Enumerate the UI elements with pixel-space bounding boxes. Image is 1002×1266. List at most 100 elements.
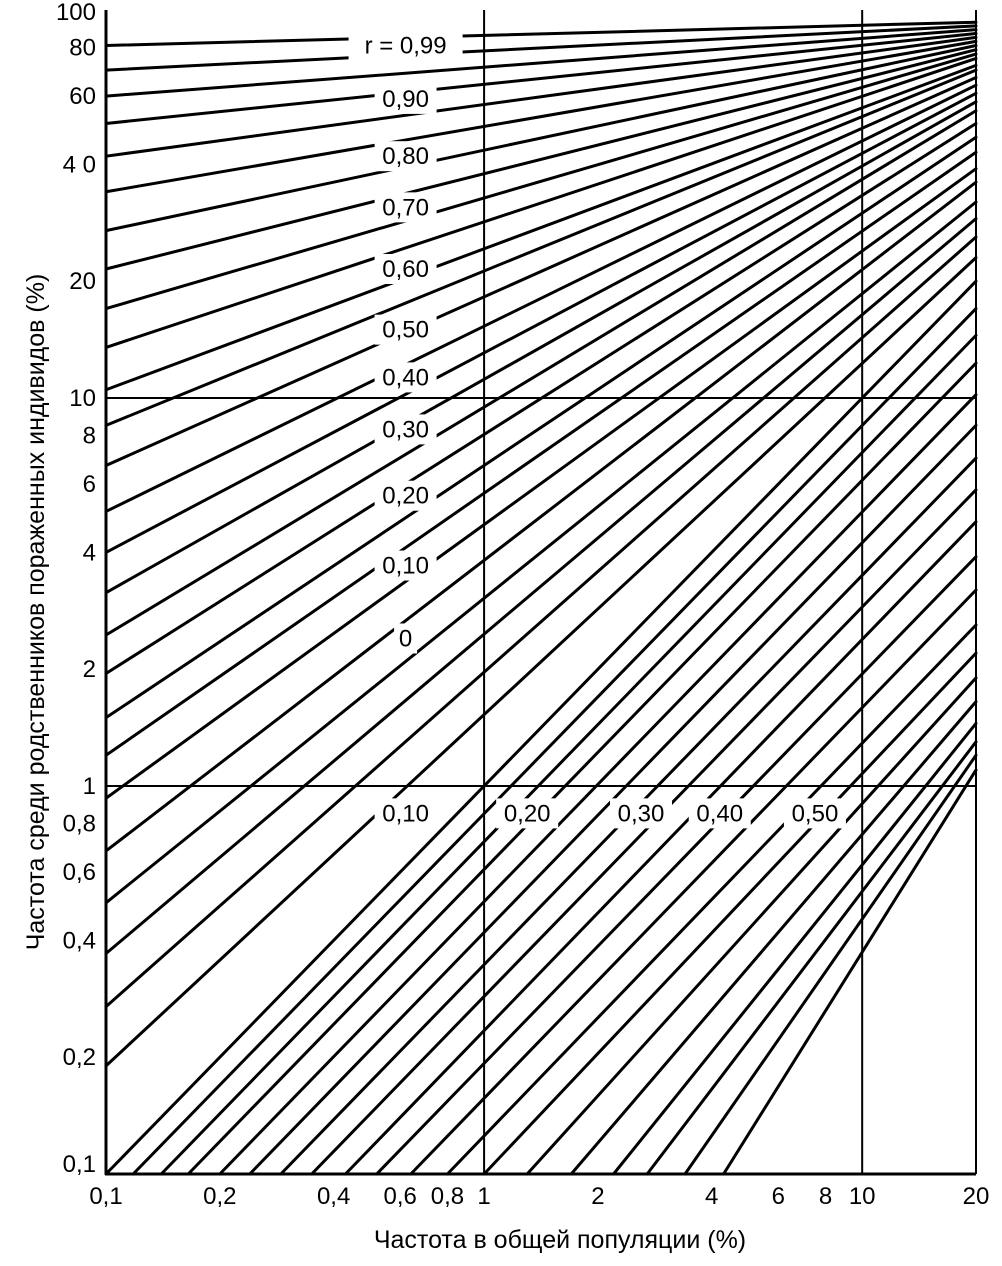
curve-label-background [374,550,437,581]
curve-label-background [783,798,846,829]
y-axis-title: Частота среди родственников пораженных и… [22,274,50,951]
correlation-line [104,31,978,125]
correlation-line [104,109,978,637]
x-tick-label: 1 [477,1183,490,1210]
y-tick-label: 20 [69,268,96,295]
x-axis-title: Частота в общей популяции (%) [374,1226,746,1254]
curve-label-background [374,83,437,114]
correlation-line [104,75,978,467]
y-tick-label: 0,1 [63,1151,96,1178]
x-tick-label: 2 [591,1183,604,1210]
curve-label-background [688,798,751,829]
curve-label: 0,90 [382,86,429,113]
y-tick-label: 0,8 [63,811,96,838]
x-tick-label: 0,4 [317,1183,350,1210]
correlation-line [645,740,978,1176]
correlation-line [104,135,978,720]
curve-label-background [374,314,437,345]
y-tick-label: 8 [83,423,96,450]
y-tick-label: 1 [83,773,96,800]
correlation-line [104,39,978,194]
curve-lines [104,20,978,1176]
x-tick-label: 4 [705,1183,718,1210]
y-tick-label: 0,6 [63,859,96,886]
correlation-line [104,279,978,1176]
curve-label: 0,40 [382,364,429,391]
curve-label: 0 [399,625,412,652]
correlation-line [104,24,978,72]
curve-label: 0,80 [382,143,429,170]
curve-label: 0,50 [382,317,429,344]
y-tick-label: 0,4 [63,927,96,954]
x-tick-label: 0,1 [89,1183,122,1210]
curve-label-background [374,254,437,285]
curve-label-background [374,192,437,223]
y-tick-label: 0,2 [63,1044,96,1071]
correlation-line [722,768,978,1176]
curve-label: 0,20 [504,800,551,827]
curve-label: 0,60 [382,256,429,283]
correlation-line [104,180,978,853]
y-tick-label: 80 [69,35,96,62]
correlation-line [104,150,978,757]
correlation-line [612,721,978,1176]
correlation-line [104,100,978,595]
correlation-line [104,63,978,392]
curve-label-background [374,141,437,172]
correlation-line [104,217,978,956]
correlation-line [482,651,978,1176]
correlation-line [104,83,978,513]
curve-label: 0,10 [382,800,429,827]
x-tick-label: 8 [819,1183,832,1210]
y-tick-label: 2 [83,656,96,683]
x-axis-ticks: 0,1 0,2 0,4 0,6 0,8 1 2 4 6 8 10 20 [89,1183,989,1210]
correlation-line [104,56,978,349]
correlation-line [445,623,978,1176]
correlation-line [186,361,978,1176]
curve-label-background [348,30,463,61]
correlation-line [104,200,978,905]
correlation-line [104,121,978,675]
curve-label-background [374,362,437,393]
curve-label: 0,70 [382,194,429,221]
correlation-line [310,488,978,1176]
correlation-line [104,235,978,1009]
y-tick-label: 10 [69,385,96,412]
curve-label: 0,20 [382,483,429,510]
correlation-line [104,28,978,98]
correlation-line [104,44,978,233]
correlation-line [104,20,978,48]
curve-label-background [374,480,437,511]
curve-label-background [496,798,559,829]
x-tick-label: 0,8 [431,1183,464,1210]
curve-label: 0,30 [382,416,429,443]
curve-label: 0,30 [618,800,665,827]
y-tick-label: 6 [83,471,96,498]
x-tick-label: 6 [772,1183,785,1210]
y-tick-label: 100 [56,0,96,26]
correlation-line [104,167,978,800]
y-tick-label: 60 [69,83,96,110]
curve-label-background [374,798,437,829]
correlation-line [683,753,978,1176]
x-tick-label: 0,2 [203,1183,236,1210]
correlation-line [375,555,978,1176]
y-tick-label: 4 [83,539,96,566]
correlation-line [569,700,978,1176]
curve-label-background [374,414,437,445]
correlation-line [218,393,978,1176]
curve-label: r = 0,99 [365,33,447,60]
curve-label: 0,40 [696,800,743,827]
correlation-line [159,333,978,1176]
plot-frame [104,10,977,1176]
curve-label-background [609,798,672,829]
correlation-line [104,91,978,554]
correlation-line [104,48,978,271]
curve-label: 0,10 [382,553,429,580]
curve-labels: r = 0,99 0,90 0,80 0,70 0,60 0,50 0,40 0,30 0,20… [348,30,846,829]
correlation-line [131,307,978,1176]
correlation-line [104,256,978,1068]
y-tick-label: 4 0 [63,151,96,178]
